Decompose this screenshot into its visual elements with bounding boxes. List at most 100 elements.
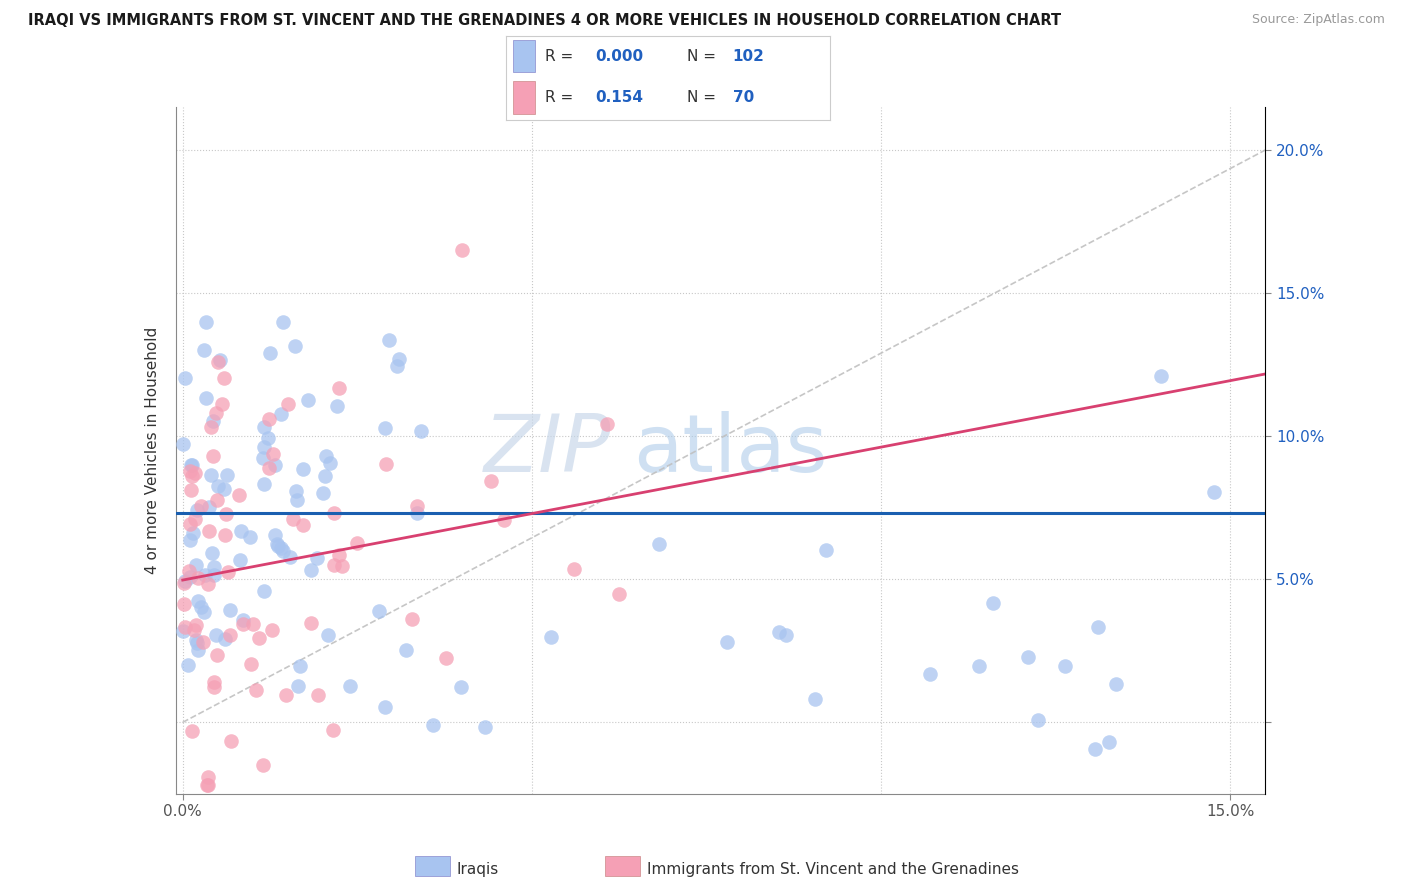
Text: N =: N = [688, 48, 716, 63]
Point [804, 692, 827, 706]
Point [814, 543, 837, 558]
Point [204, 406, 226, 420]
Text: ZIP: ZIP [484, 411, 612, 490]
Point [374, 700, 396, 714]
Point [181, 723, 204, 738]
Point [179, 464, 201, 478]
Point [181, 526, 204, 541]
Point [1150, 369, 1173, 384]
Point [768, 624, 790, 639]
Point [198, 524, 221, 538]
Point [200, 468, 222, 483]
Point [492, 513, 515, 527]
Point [405, 506, 427, 520]
Point [252, 758, 274, 772]
Point [193, 605, 215, 619]
Point [193, 343, 215, 358]
Point [177, 564, 200, 578]
Point [202, 559, 225, 574]
Point [190, 600, 212, 615]
Point [1084, 741, 1107, 756]
Point [204, 567, 226, 582]
Text: R =: R = [546, 90, 574, 105]
Point [173, 575, 195, 590]
Text: IRAQI VS IMMIGRANTS FROM ST. VINCENT AND THE GRENADINES 4 OR MORE VEHICLES IN HO: IRAQI VS IMMIGRANTS FROM ST. VINCENT AND… [28, 13, 1062, 29]
Point [184, 512, 207, 526]
Point [174, 370, 197, 384]
Point [184, 467, 207, 481]
Point [330, 559, 353, 574]
Point [339, 679, 361, 693]
Point [212, 483, 235, 497]
Point [205, 628, 228, 642]
Point [253, 476, 276, 491]
Point [281, 512, 304, 526]
Point [346, 535, 368, 549]
Point [221, 733, 243, 747]
Point [187, 643, 209, 657]
Point [278, 550, 301, 565]
Point [242, 616, 264, 631]
Text: Source: ZipAtlas.com: Source: ZipAtlas.com [1251, 13, 1385, 27]
Point [205, 493, 228, 508]
Text: Immigrants from St. Vincent and the Grenadines: Immigrants from St. Vincent and the Gren… [647, 863, 1019, 877]
Point [208, 353, 231, 368]
Point [173, 598, 195, 612]
Text: 0.154: 0.154 [595, 90, 643, 105]
Point [179, 570, 201, 584]
Point [218, 602, 240, 616]
Point [267, 539, 290, 553]
Text: 0.000: 0.000 [595, 48, 643, 63]
Point [316, 627, 339, 641]
Point [253, 584, 276, 599]
Point [307, 688, 329, 702]
Point [184, 618, 207, 632]
Text: Iraqis: Iraqis [457, 863, 499, 877]
Point [374, 421, 396, 435]
Point [186, 558, 208, 573]
Point [319, 456, 342, 470]
Point [405, 499, 427, 513]
Text: atlas: atlas [633, 411, 828, 490]
Point [194, 567, 217, 582]
Point [266, 537, 288, 551]
Point [253, 419, 276, 434]
Point [201, 546, 224, 560]
Text: N =: N = [688, 90, 716, 105]
Point [299, 616, 322, 631]
Point [401, 613, 423, 627]
Point [1087, 620, 1109, 634]
Bar [513, 81, 536, 113]
Point [1026, 713, 1049, 727]
Point [215, 507, 238, 521]
Point [228, 553, 250, 567]
Point [328, 549, 350, 563]
Point [252, 450, 274, 465]
Point [297, 392, 319, 407]
Point [202, 680, 225, 694]
Point [172, 436, 194, 450]
Point [214, 632, 236, 646]
Point [217, 565, 239, 579]
Point [211, 397, 233, 411]
Point [540, 630, 562, 644]
Point [239, 530, 262, 544]
Point [315, 449, 337, 463]
Point [200, 419, 222, 434]
Point [284, 339, 307, 353]
Point [562, 562, 585, 576]
Point [775, 628, 797, 642]
Point [326, 399, 349, 413]
Point [1017, 650, 1039, 665]
Point [179, 533, 201, 547]
Point [197, 500, 219, 515]
Point [274, 688, 297, 702]
Point [247, 632, 270, 646]
Point [292, 461, 315, 475]
Point [305, 551, 328, 566]
Point [253, 440, 276, 454]
Point [191, 635, 214, 649]
Point [262, 447, 284, 461]
Point [288, 658, 311, 673]
Point [271, 544, 294, 558]
